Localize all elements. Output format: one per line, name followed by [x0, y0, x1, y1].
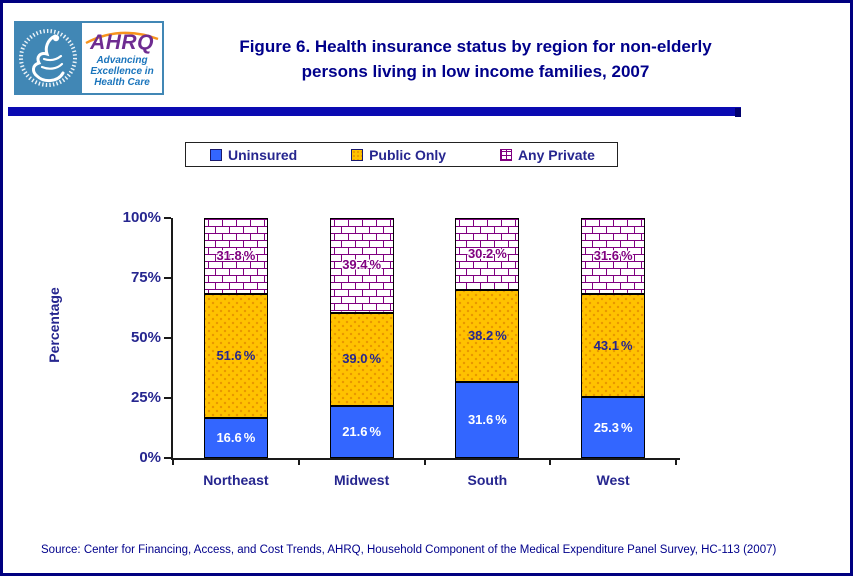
value-label-uninsured-south: 31.6% [467, 412, 507, 428]
brick-fill [204, 219, 267, 294]
value-label-public-only-south: 38.2% [467, 328, 507, 344]
value-label-any-private-northeast: 31.8% [216, 248, 256, 264]
value-label-uninsured-west: 25.3% [593, 419, 633, 435]
hhs-ahrq-logo: AHRQ Advancing Excellence in Health Care [14, 21, 164, 95]
figure-title-line1: Figure 6. Health insurance status by reg… [239, 37, 712, 56]
legend-swatch-public-only [351, 148, 364, 161]
bar-segment-uninsured-midwest [329, 406, 394, 458]
hhs-eagle-icon [19, 29, 77, 87]
x-axis-tick [675, 458, 677, 465]
legend-swatch-uninsured [210, 148, 222, 161]
y-tick-label: 25% [130, 389, 161, 406]
brick-fill [330, 219, 393, 312]
legend-label: Any Private [517, 146, 595, 163]
y-axis-tick [164, 457, 171, 459]
ahrq-tagline-line: Health Care [94, 77, 150, 88]
x-axis-tick [423, 458, 426, 465]
value-label-public-only-midwest: 39.0% [342, 351, 382, 367]
stacked-bar-chart: 0% 25% 50% 75% 100% 16.6% 51.6% 31.8% Northeast 2… [3, 3, 850, 573]
category-label-northeast: Northeast [203, 472, 269, 488]
bar-segment-uninsured-west [581, 397, 646, 458]
brick-fill [456, 219, 519, 290]
y-tick-label: 0% [139, 449, 161, 466]
value-label-public-only-northeast: 51.6% [216, 348, 256, 364]
bar-segment-any-private-west [581, 218, 646, 294]
value-label-any-private-south: 30.2% [467, 246, 507, 262]
y-axis-line [171, 218, 173, 460]
legend-item-any-private: Any Private [499, 146, 595, 163]
ahrq-swoosh-icon [85, 31, 159, 45]
value-label-uninsured-midwest: 21.6% [342, 424, 382, 440]
y-axis-tick [164, 397, 171, 399]
x-axis-tick [297, 458, 300, 465]
legend-label: Uninsured [228, 146, 298, 163]
source-note: Source: Center for Financing, Access, an… [41, 544, 777, 556]
ahrq-logo: AHRQ Advancing Excellence in Health Care [82, 21, 164, 95]
legend-item-public-only: Public Only [351, 147, 446, 163]
y-tick-label: 50% [130, 329, 161, 346]
ahrq-tagline: Advancing Excellence in Health Care [82, 55, 162, 88]
chart-legend: Uninsured Public Only Any Private [185, 142, 618, 167]
bar-segment-public-only-midwest [329, 312, 394, 407]
brick-fill [582, 219, 645, 293]
bar-segment-public-only-northeast [203, 294, 268, 419]
figure-title: Figure 6. Health insurance status by reg… [183, 34, 768, 84]
y-tick-label: 100% [122, 209, 161, 226]
bar-segment-any-private-northeast [203, 218, 268, 295]
category-label-west: West [596, 472, 630, 488]
figure-title-line2: persons living in low income families, 2… [301, 62, 650, 81]
value-label-any-private-midwest: 39.4% [342, 257, 382, 273]
header-divider [8, 107, 741, 117]
ahrq-tagline-line: Excellence in [90, 66, 154, 77]
header-divider-cap [735, 108, 741, 117]
bar-segment-uninsured-northeast [203, 418, 268, 458]
bar-segment-uninsured-south [455, 382, 520, 458]
y-tick-label: 75% [130, 269, 161, 286]
bar-segment-public-only-south [455, 290, 520, 383]
bar-segment-public-only-west [581, 293, 646, 398]
value-label-public-only-west: 43.1% [593, 337, 633, 353]
category-label-midwest: Midwest [334, 472, 390, 488]
hhs-seal [14, 21, 82, 95]
legend-item-uninsured: Uninsured [210, 147, 297, 163]
x-axis-line [171, 458, 680, 460]
ahrq-acronym: AHRQ [90, 31, 154, 54]
y-axis-tick [164, 217, 171, 219]
x-axis-tick [549, 458, 552, 465]
legend-label: Public Only [369, 146, 447, 163]
bar-segment-any-private-south [455, 218, 520, 291]
value-label-uninsured-northeast: 16.6% [216, 430, 256, 446]
bar-segment-any-private-midwest [329, 218, 394, 313]
x-axis-tick [172, 458, 174, 465]
value-label-any-private-west: 31.6% [593, 247, 633, 263]
y-axis-tick [164, 277, 171, 279]
category-label-south: South [467, 472, 508, 488]
ahrq-tagline-line: Advancing [96, 55, 148, 66]
legend-swatch-any-private [499, 148, 512, 161]
y-axis-tick [164, 337, 171, 339]
